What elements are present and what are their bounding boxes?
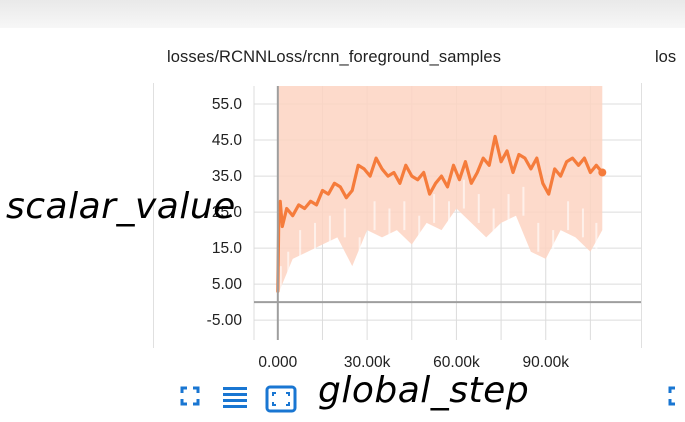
series-point xyxy=(518,153,520,156)
series-point xyxy=(281,225,283,228)
series-point xyxy=(452,164,455,166)
next-card-title-partial: los xyxy=(655,48,677,66)
series-point xyxy=(357,164,359,166)
smoothed-line-layer xyxy=(276,134,607,293)
series-point xyxy=(577,164,580,166)
card-left-divider xyxy=(153,83,154,348)
axis-layer xyxy=(254,86,641,340)
series-point xyxy=(524,157,526,159)
series-point xyxy=(470,182,472,184)
series-point xyxy=(494,135,496,138)
tick-label-layer: 55.0 45.0 35.0 25.0 15.0 5.00 -5.00 0.000 30.00k… xyxy=(207,96,570,371)
y-tick-label: 15.0 xyxy=(212,240,243,257)
chart-card-title: losses/RCNNLoss/rcnn_foreground_samples xyxy=(167,48,502,66)
series-point xyxy=(321,189,324,192)
series-point xyxy=(417,179,419,181)
series-point xyxy=(399,182,401,184)
series-point xyxy=(375,157,377,159)
series-point xyxy=(351,189,353,192)
series-point xyxy=(387,175,389,177)
y-tick-label: 55.0 xyxy=(212,96,243,113)
series-point xyxy=(327,193,330,195)
series-point xyxy=(464,161,466,163)
series-point xyxy=(500,161,502,163)
series-point xyxy=(429,193,431,195)
series-point xyxy=(393,171,395,174)
series-point xyxy=(554,168,556,170)
x-axis-annotation: global_step xyxy=(318,370,530,411)
series-point xyxy=(411,175,413,177)
series-end-marker xyxy=(598,168,607,177)
top-band xyxy=(0,0,685,28)
fullscreen-icon[interactable] xyxy=(179,385,203,409)
series-point xyxy=(363,168,365,170)
y-axis-annotation: scalar_value xyxy=(6,186,236,227)
series-point xyxy=(369,175,371,177)
series-point xyxy=(279,200,281,202)
y-tick-label: 45.0 xyxy=(212,132,243,149)
series-point xyxy=(476,171,478,174)
series-point xyxy=(292,215,294,217)
series-point xyxy=(488,164,490,166)
y-tick-label: 25.0 xyxy=(212,204,243,221)
series-point xyxy=(333,182,335,184)
y-tick-label: 5.00 xyxy=(212,276,243,293)
series-point xyxy=(423,171,425,174)
series-point xyxy=(458,179,461,181)
series-point xyxy=(440,175,443,177)
series-point xyxy=(548,193,550,195)
card-right-divider xyxy=(641,83,642,348)
x-tick-label: 30.00k xyxy=(344,354,391,371)
raw-data-band xyxy=(277,86,603,295)
list-icon[interactable] xyxy=(222,385,247,409)
series-point xyxy=(565,161,568,163)
raw-data-envelope xyxy=(277,86,603,295)
series-point xyxy=(512,171,514,174)
series-point xyxy=(542,182,544,184)
series-point xyxy=(583,157,586,159)
series-point xyxy=(536,157,538,159)
series-point xyxy=(309,200,312,202)
series-point xyxy=(560,175,562,177)
series-point xyxy=(434,182,437,184)
x-tick-label: 0.000 xyxy=(258,354,297,371)
series-point xyxy=(304,207,306,210)
series-point xyxy=(298,204,300,206)
x-tick-label: 60.00k xyxy=(433,354,480,371)
series-point xyxy=(446,186,449,188)
series-point xyxy=(571,157,574,159)
smoothed-series-line xyxy=(276,134,604,293)
next-card-fullscreen-icon[interactable] xyxy=(667,385,685,409)
fit-domain-icon[interactable] xyxy=(265,385,297,413)
series-point xyxy=(595,164,597,166)
series-point xyxy=(530,168,532,170)
series-point xyxy=(286,207,288,210)
x-tick-label: 90.00k xyxy=(522,354,569,371)
y-tick-label: 35.0 xyxy=(212,168,243,185)
series-point xyxy=(589,171,591,174)
series-point xyxy=(482,157,484,159)
series-point xyxy=(345,197,347,199)
series-point xyxy=(381,168,383,170)
series-point xyxy=(506,150,508,152)
series-point xyxy=(315,204,318,206)
series-point xyxy=(339,186,341,188)
series-point xyxy=(405,164,407,166)
y-tick-label: -5.00 xyxy=(207,312,243,329)
